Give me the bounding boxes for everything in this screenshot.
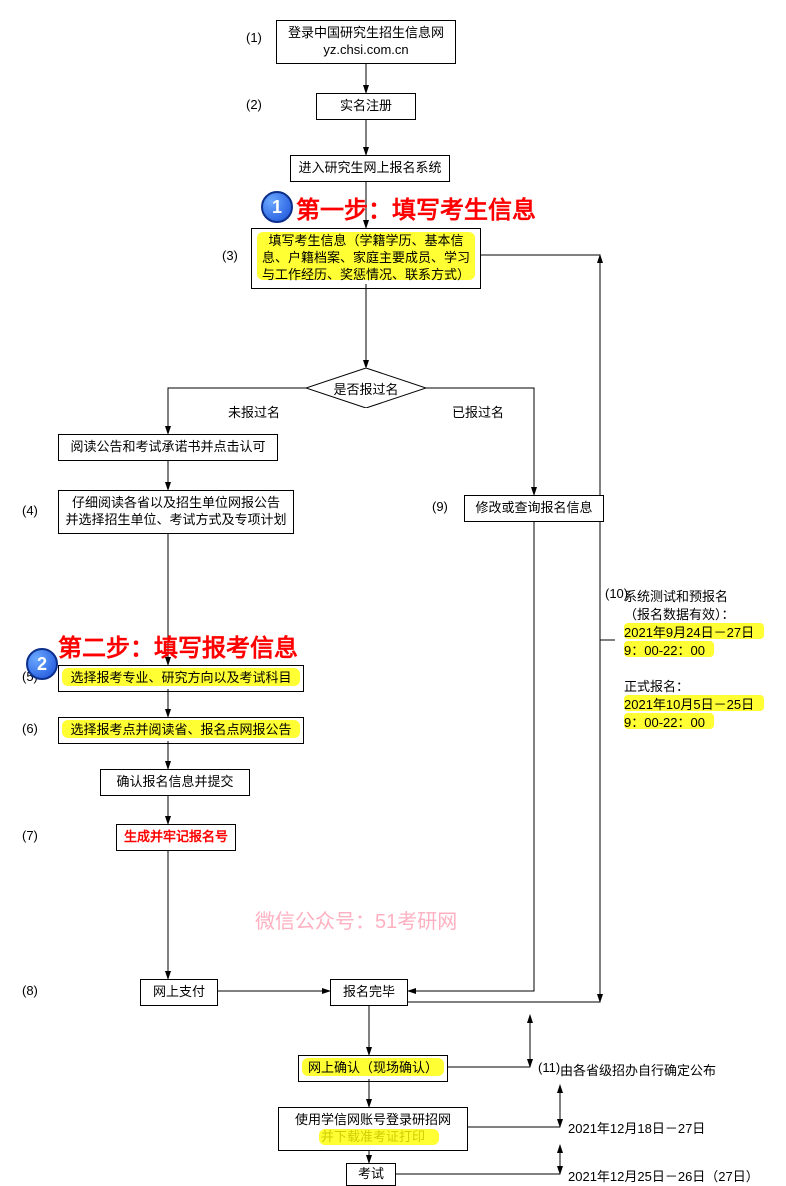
rp-line5: 正式报名： xyxy=(624,676,689,695)
decision-registered: 是否报过名 xyxy=(306,368,426,408)
node-login-l1: 登录中国研究生招生信息网 xyxy=(288,25,444,40)
node-exam: 考试 xyxy=(346,1163,396,1186)
node-pay-online: 网上支付 xyxy=(140,979,218,1006)
node-registration-complete: 报名完毕 xyxy=(330,979,408,1006)
branch-left-label: 未报过名 xyxy=(228,402,280,421)
step-6-label: (6) xyxy=(22,721,38,736)
step-7-label: (7) xyxy=(22,828,38,843)
branch-right-label: 已报过名 xyxy=(452,402,504,421)
step-1-label: (1) xyxy=(246,30,262,45)
n6-l2: 并选择招生单位、考试方式及专项计划 xyxy=(65,512,286,527)
node-generate-number: 生成并牢记报名号 xyxy=(116,824,236,851)
node-select-major: 选择报考专业、研究方向以及考试科目 xyxy=(58,665,304,692)
heading-step1: 第一步：填写考生信息 xyxy=(296,190,536,225)
br-12: 2021年12月18日－27日 xyxy=(568,1118,705,1137)
n4-l3: 与工作经历、奖惩情况、联系方式） xyxy=(262,267,470,282)
node-login-l2: yz.chsi.com.cn xyxy=(323,42,408,57)
step-8-label: (8) xyxy=(22,983,38,998)
badge-1: 1 xyxy=(261,191,293,223)
node-modify-query: 修改或查询报名信息 xyxy=(464,495,604,522)
step-3-label: (3) xyxy=(222,248,238,263)
node-fill-candidate-info: 填写考生信息（学籍学历、基本信 息、户籍档案、家庭主要成员、学习 与工作经历、奖… xyxy=(251,228,481,289)
step-4-label: (4) xyxy=(22,503,38,518)
rp-line7: 9：00-22：00 xyxy=(624,712,705,731)
node-select-exam-site: 选择报考点并阅读省、报名点网报公告 xyxy=(58,717,304,744)
highlight-n15b xyxy=(319,1129,439,1145)
node-enter-system: 进入研究生网上报名系统 xyxy=(290,155,450,182)
step-9-label: (9) xyxy=(432,499,448,514)
step-11-label: (11) xyxy=(538,1060,560,1075)
rp-line2: （报名数据有效）： xyxy=(624,604,735,623)
n4-l2: 息、户籍档案、家庭主要成员、学习 xyxy=(262,250,470,265)
decision-label: 是否报过名 xyxy=(306,379,426,398)
node-online-confirm: 网上确认（现场确认） xyxy=(298,1055,448,1082)
node-login: 登录中国研究生招生信息网 yz.chsi.com.cn xyxy=(276,20,456,64)
br-11: 由各省级招办自行确定公布 xyxy=(560,1060,716,1079)
rp-line6: 2021年10月5日－25日 xyxy=(624,694,754,713)
br-13: 2021年12月25日－26日（27日） xyxy=(568,1166,759,1185)
rp-line3: 2021年9月24日－27日 xyxy=(624,622,754,641)
watermark-text: 微信公众号：51考研网 xyxy=(255,905,457,934)
n4-l1: 填写考生信息（学籍学历、基本信 xyxy=(268,233,463,248)
node-register: 实名注册 xyxy=(316,93,416,120)
node-read-notices: 仔细阅读各省以及招生单位网报公告 并选择招生单位、考试方式及专项计划 xyxy=(58,490,294,534)
n6-l1: 仔细阅读各省以及招生单位网报公告 xyxy=(72,495,280,510)
rp-line4: 9：00-22：00 xyxy=(624,640,705,659)
heading-step2: 第二步：填写报考信息 xyxy=(58,628,298,663)
step-2-label: (2) xyxy=(246,97,262,112)
rp-line1: 系统测试和预报名 xyxy=(624,586,728,605)
node-download-ticket: 使用学信网账号登录研招网 并下载准考证打印 xyxy=(278,1107,468,1151)
node-confirm-submit: 确认报名信息并提交 xyxy=(100,769,250,796)
badge-2: 2 xyxy=(26,648,58,680)
n15-l1: 使用学信网账号登录研招网 xyxy=(295,1112,451,1127)
node-read-agreement: 阅读公告和考试承诺书并点击认可 xyxy=(58,434,278,461)
